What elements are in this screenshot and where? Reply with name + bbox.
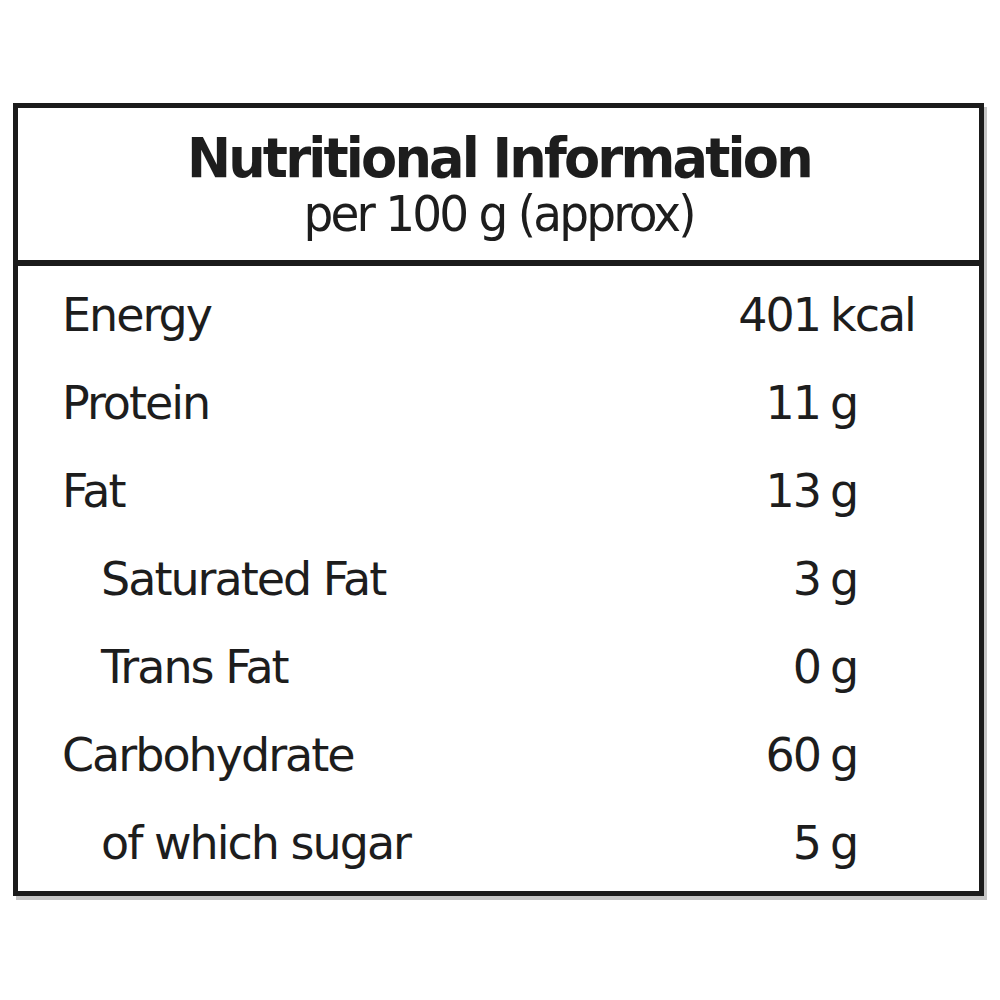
- nutrient-unit: g: [830, 376, 950, 430]
- nutrient-amount: 11: [690, 376, 820, 430]
- nutrient-amount: 13: [690, 464, 820, 518]
- nutrient-value: 11 g: [690, 376, 950, 430]
- nutrient-name: Energy: [62, 288, 211, 342]
- nutrient-value: 3 g: [690, 552, 950, 606]
- table-row: Trans Fat 0 g: [18, 623, 979, 711]
- table-row: Energy 401 kcal: [18, 271, 979, 359]
- nutrient-name: Trans Fat: [101, 640, 288, 694]
- table-row: Carbohydrate 60 g: [18, 711, 979, 799]
- nutrient-name: Protein: [62, 376, 209, 430]
- nutrient-unit: kcal: [830, 288, 950, 342]
- nutrition-table: Nutritional Information per 100 g (appro…: [13, 103, 984, 896]
- nutrient-name: of which sugar: [101, 816, 410, 870]
- nutrient-name: Carbohydrate: [62, 728, 354, 782]
- nutrient-value: 5 g: [690, 816, 950, 870]
- nutrient-value: 401 kcal: [690, 288, 950, 342]
- nutrient-name: Saturated Fat: [101, 552, 385, 606]
- nutrient-amount: 401: [690, 288, 820, 342]
- nutrient-unit: g: [830, 552, 950, 606]
- nutrient-amount: 5: [690, 816, 820, 870]
- table-row: of which sugar 5 g: [18, 799, 979, 887]
- nutrient-value: 0 g: [690, 640, 950, 694]
- nutrient-value: 13 g: [690, 464, 950, 518]
- table-row: Fat 13 g: [18, 447, 979, 535]
- nutrient-unit: g: [830, 728, 950, 782]
- nutrient-amount: 60: [690, 728, 820, 782]
- nutrient-unit: g: [830, 464, 950, 518]
- table-subtitle: per 100 g (approx): [303, 189, 693, 240]
- table-header: Nutritional Information per 100 g (appro…: [18, 108, 979, 260]
- nutrient-amount: 0: [690, 640, 820, 694]
- nutrient-rows: Energy 401 kcal Protein 11 g Fat 13 g Sa…: [18, 266, 979, 887]
- nutrient-name: Fat: [62, 464, 124, 518]
- table-title: Nutritional Information: [187, 128, 811, 188]
- table-row: Saturated Fat 3 g: [18, 535, 979, 623]
- nutrient-amount: 3: [690, 552, 820, 606]
- nutrient-unit: g: [830, 640, 950, 694]
- table-row: Protein 11 g: [18, 359, 979, 447]
- nutrient-value: 60 g: [690, 728, 950, 782]
- page-background: Nutritional Information per 100 g (appro…: [0, 0, 1000, 1000]
- nutrient-unit: g: [830, 816, 950, 870]
